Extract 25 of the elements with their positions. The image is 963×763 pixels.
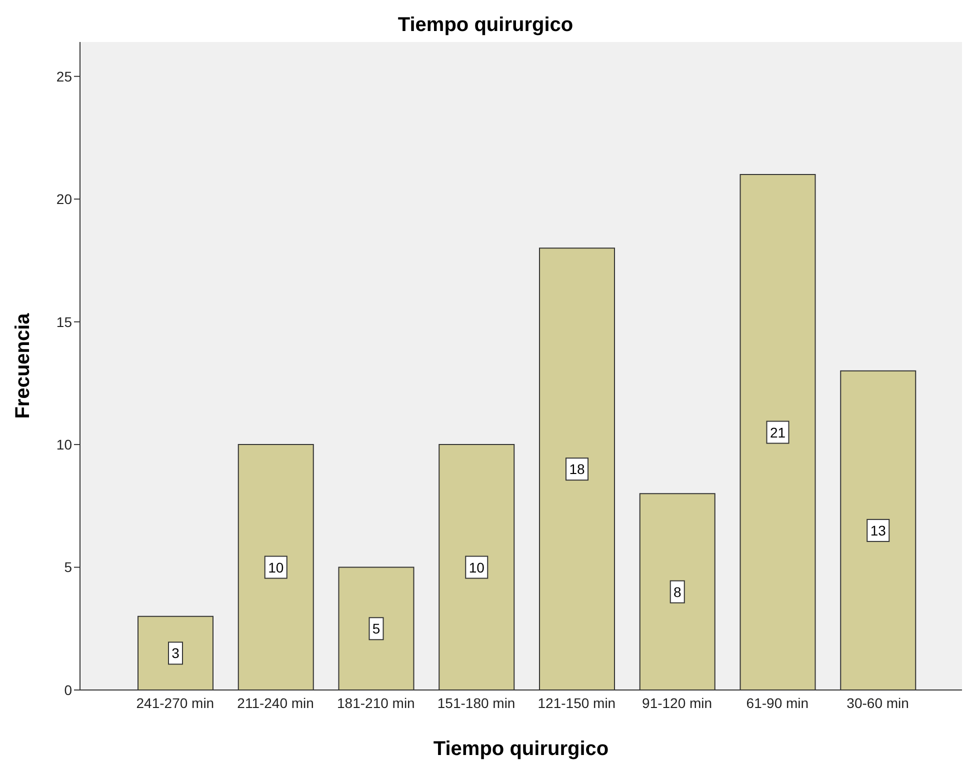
x-tick-label: 241-270 min xyxy=(136,694,214,711)
x-tick-label: 30-60 min xyxy=(846,694,909,711)
chart-title: Tiempo quirurgico xyxy=(396,14,574,37)
x-tick-label: 61-90 min xyxy=(746,694,809,711)
x-axis-title: Tiempo quirurgico xyxy=(433,738,609,760)
y-tick-label: 5 xyxy=(64,559,72,576)
y-tick-label: 0 xyxy=(64,682,72,698)
x-tick-label: 121-150 min xyxy=(538,694,616,711)
data-label: 3 xyxy=(172,645,180,662)
x-tick-label: 151-180 min xyxy=(437,694,516,711)
y-tick-label: 10 xyxy=(56,436,72,453)
data-label: 10 xyxy=(268,559,284,576)
data-label: 13 xyxy=(870,522,886,538)
y-axis-title: Frecuencia xyxy=(12,312,34,419)
x-tick-label: 91-120 min xyxy=(642,694,712,711)
data-label: 18 xyxy=(569,461,585,478)
x-tick-label: 211-240 min xyxy=(237,694,314,711)
data-label: 21 xyxy=(770,424,786,440)
data-label: 10 xyxy=(468,559,485,576)
y-tick-label: 15 xyxy=(56,314,72,330)
y-tick-label: 25 xyxy=(56,68,72,84)
data-label: 8 xyxy=(673,584,682,600)
y-tick-label: 20 xyxy=(56,191,72,208)
x-tick-label: 181-210 min xyxy=(337,694,415,711)
data-label: 5 xyxy=(372,620,380,637)
